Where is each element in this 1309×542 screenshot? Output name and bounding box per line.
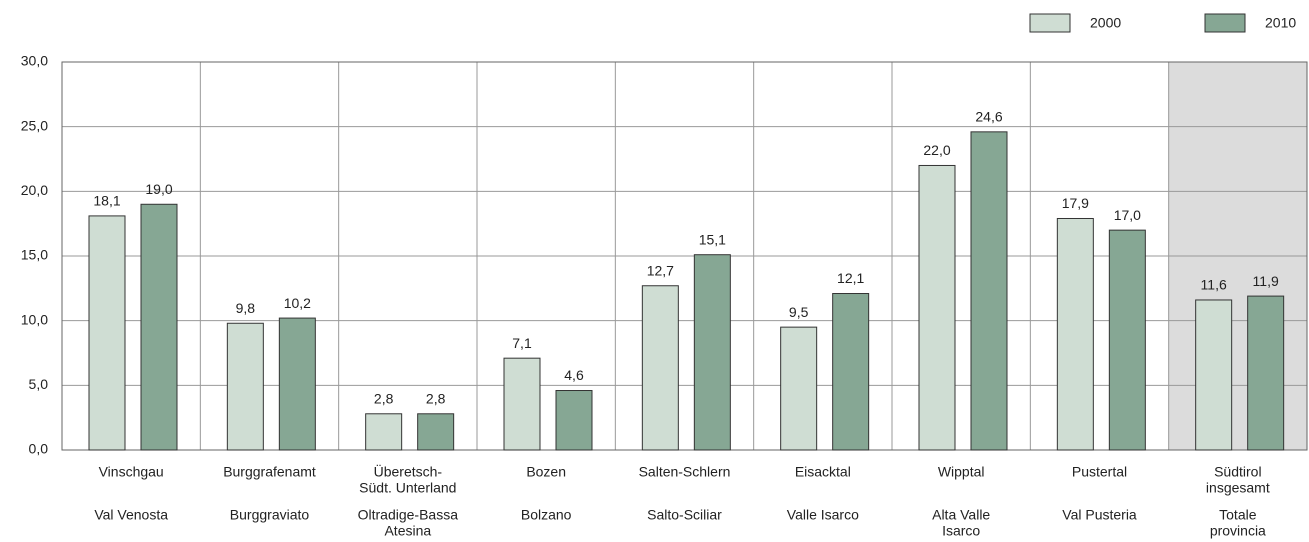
value-label: 9,8	[236, 300, 256, 316]
y-tick-label: 0,0	[29, 441, 49, 457]
value-label: 24,6	[975, 109, 1002, 125]
x-tick-label: Valle Isarco	[787, 507, 859, 523]
value-label: 17,0	[1114, 207, 1141, 223]
x-tick-label: Eisacktal	[795, 464, 851, 480]
y-tick-label: 5,0	[29, 376, 49, 392]
x-tick-label: Burggrafenamt	[223, 464, 316, 480]
bar	[918, 164, 956, 451]
bar	[555, 390, 593, 451]
bar	[641, 285, 679, 451]
y-tick-label: 25,0	[21, 117, 48, 133]
value-label: 4,6	[564, 367, 584, 383]
x-tick-label: Vinschgau	[99, 464, 164, 480]
value-label: 9,5	[789, 304, 809, 320]
value-label: 2,8	[374, 390, 394, 406]
legend-swatch	[1029, 13, 1071, 33]
value-label: 18,1	[93, 193, 120, 209]
bar	[503, 357, 541, 451]
x-tick-label: Überetsch-	[374, 463, 443, 480]
value-label: 11,9	[1253, 273, 1279, 289]
bar	[832, 293, 870, 451]
bar	[1056, 217, 1094, 451]
value-label: 15,1	[699, 231, 726, 247]
x-tick-label: Bolzano	[521, 507, 572, 523]
y-tick-label: 10,0	[21, 311, 48, 327]
x-tick-label: Salto-Sciliar	[647, 507, 722, 523]
bar	[780, 326, 818, 451]
bar	[226, 322, 264, 451]
bar	[1195, 299, 1233, 451]
bar	[970, 131, 1008, 451]
bar	[417, 413, 455, 451]
bar	[1108, 229, 1146, 451]
value-label: 22,0	[923, 142, 950, 158]
x-tick-label: Totale	[1219, 507, 1257, 523]
legend-swatch	[1204, 13, 1246, 33]
bar	[88, 215, 126, 451]
bar	[140, 203, 178, 451]
legend-label: 2010	[1265, 15, 1296, 31]
x-tick-label: Burggraviato	[230, 507, 310, 523]
value-label: 10,2	[284, 295, 311, 311]
bar	[1247, 295, 1285, 451]
bar	[278, 317, 316, 451]
legend-label: 2000	[1090, 15, 1121, 31]
x-tick-label: Salten-Schlern	[639, 464, 731, 480]
x-tick-label: Val Venosta	[94, 507, 168, 523]
x-tick-label: insgesamt	[1206, 480, 1270, 496]
value-label: 11,6	[1201, 277, 1227, 293]
x-tick-label: Südtirol	[1214, 464, 1261, 480]
value-label: 7,1	[512, 335, 532, 351]
x-tick-label: Oltradige-Bassa	[358, 507, 459, 523]
bar	[693, 254, 731, 451]
value-label: 17,9	[1062, 195, 1089, 211]
value-label: 12,7	[647, 262, 674, 278]
x-tick-label: Atesina	[384, 523, 431, 539]
y-tick-label: 30,0	[21, 53, 48, 69]
x-tick-label: provincia	[1210, 523, 1266, 539]
value-label: 19,0	[145, 181, 172, 197]
x-tick-label: Pustertal	[1072, 464, 1127, 480]
x-tick-label: Südt. Unterland	[359, 480, 456, 496]
y-tick-label: 15,0	[21, 247, 48, 263]
x-tick-label: Wipptal	[938, 464, 985, 480]
x-tick-label: Bozen	[526, 464, 566, 480]
x-tick-label: Alta Valle	[932, 507, 990, 523]
value-label: 12,1	[837, 270, 864, 286]
x-tick-label: Val Pusteria	[1062, 507, 1137, 523]
bar	[365, 413, 403, 451]
plot-frame	[61, 61, 1308, 451]
value-label: 2,8	[426, 390, 446, 406]
x-tick-label: Isarco	[942, 523, 980, 539]
y-tick-label: 20,0	[21, 182, 48, 198]
